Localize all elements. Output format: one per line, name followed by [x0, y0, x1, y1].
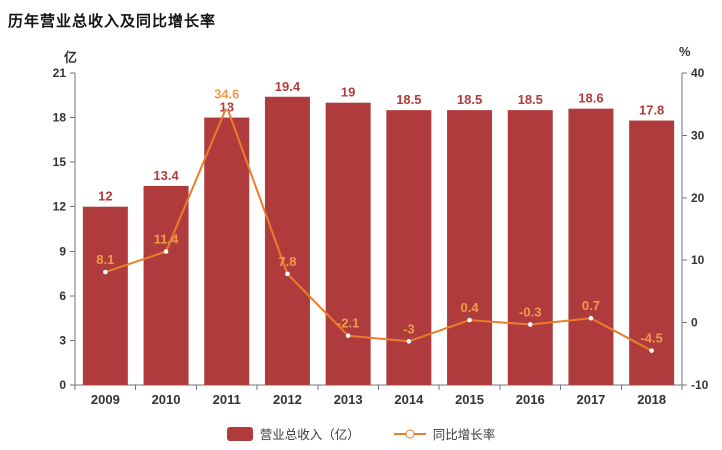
revenue-bar: [507, 110, 553, 386]
right-axis: -10 0 10 20 30 40: [681, 66, 709, 392]
left-axis-unit-label: 亿: [64, 50, 78, 65]
right-axis-tick-label: 0: [691, 316, 698, 330]
legend-label-revenue: 营业总收入（亿）: [259, 428, 360, 442]
left-axis-tick-label: 6: [59, 289, 66, 303]
growth-line-point: [285, 271, 290, 277]
left-axis-tick-label: 3: [59, 333, 66, 347]
revenue-bar-value: 19.4: [275, 79, 301, 94]
growth-value: 0.7: [582, 298, 600, 313]
growth-line: [105, 105, 653, 352]
x-axis: 2009 2010 2011 2012 2013 2014 2015 2016 2017 2018: [74, 384, 683, 407]
legend-label-growth: 同比增长率: [432, 428, 496, 442]
growth-value: 0.4: [461, 300, 480, 315]
growth-value: 34.6: [214, 87, 239, 102]
revenue-bar: [143, 185, 189, 385]
x-axis-category-label: 2016: [516, 392, 545, 407]
revenue-bar-value: 13.4: [153, 168, 179, 183]
x-axis-category-label: 2011: [213, 392, 241, 407]
revenue-bar: [568, 108, 614, 386]
revenue-bar: [386, 110, 432, 386]
legend-item-revenue[interactable]: 营业总收入（亿）: [226, 424, 360, 443]
revenue-bar-value: 19: [341, 85, 355, 100]
chart-title: 历年营业总收入及同比增长率: [8, 13, 217, 30]
legend-item-growth[interactable]: 同比增长率: [393, 424, 496, 443]
revenue-bar: [204, 117, 250, 386]
growth-line-point: [103, 269, 108, 275]
revenue-bar: [629, 120, 675, 386]
growth-value: -3: [403, 321, 415, 336]
right-axis-tick-label: 30: [691, 128, 705, 142]
revenue-bar: [82, 206, 128, 385]
x-axis-category-label: 2018: [637, 392, 666, 407]
left-axis-tick-label: 9: [59, 244, 66, 258]
growth-line-point: [527, 322, 533, 327]
x-axis-category-label: 2010: [152, 392, 181, 407]
line-series-marker-icon: [393, 427, 426, 441]
right-axis-unit-label: %: [679, 44, 691, 59]
x-axis-category-label: 2012: [273, 392, 302, 407]
growth-value: 11.4: [154, 231, 179, 246]
revenue-bar-value: 12: [98, 189, 112, 204]
revenue-bar: [325, 102, 371, 385]
revenue-bar-value: 18.5: [457, 92, 482, 107]
left-axis: 0 3 6 9 12 15 18 21: [53, 66, 76, 392]
growth-line-series: 8.1 11.4 34.6 7.8 -2.1 -3 0.4 -0.3 0.7 -4.5: [96, 87, 663, 353]
right-axis-tick-label: 20: [691, 191, 705, 205]
combo-chart: 0 3 6 9 12 15 18 21 -10 0 10 20 30 40 2009 2010 2011 2012…: [53, 66, 709, 407]
growth-value: -4.5: [640, 331, 662, 346]
x-axis-category-label: 2009: [91, 392, 120, 407]
x-axis-category-label: 2017: [576, 392, 605, 407]
bar-series-swatch-icon: [226, 426, 253, 441]
revenue-bar: [447, 110, 493, 386]
right-axis-tick-label: -10: [691, 378, 709, 392]
left-axis-tick-label: 0: [59, 378, 66, 392]
right-axis-tick-label: 10: [691, 253, 705, 267]
x-axis-category-label: 2015: [455, 392, 484, 407]
growth-value: -2.1: [337, 316, 359, 331]
legend: 营业总收入（亿） 同比增长率: [0, 424, 722, 443]
x-axis-category-label: 2013: [334, 392, 363, 407]
revenue-bar: [264, 96, 310, 386]
left-axis-tick-label: 15: [53, 155, 67, 169]
right-axis-tick-label: 40: [691, 66, 705, 80]
growth-value: 8.1: [96, 252, 114, 267]
growth-line-point: [345, 333, 351, 339]
revenue-bar-value: 18.5: [396, 92, 421, 107]
growth-value: -0.3: [519, 304, 541, 319]
growth-line-point: [163, 249, 169, 254]
left-axis-tick-label: 12: [53, 200, 67, 214]
revenue-bar-value: 18.5: [518, 92, 543, 107]
x-axis-category-label: 2014: [394, 392, 424, 407]
growth-line-point: [406, 339, 412, 344]
growth-line-point: [467, 317, 472, 323]
revenue-bar-value: 18.6: [578, 91, 603, 106]
growth-value: 7.8: [278, 254, 296, 269]
growth-line-point: [224, 104, 230, 109]
left-axis-tick-label: 21: [53, 66, 67, 80]
revenue-bar-value: 17.8: [639, 103, 664, 118]
growth-line-point: [649, 348, 654, 353]
left-axis-tick-label: 18: [53, 111, 67, 125]
growth-line-point: [588, 315, 594, 321]
